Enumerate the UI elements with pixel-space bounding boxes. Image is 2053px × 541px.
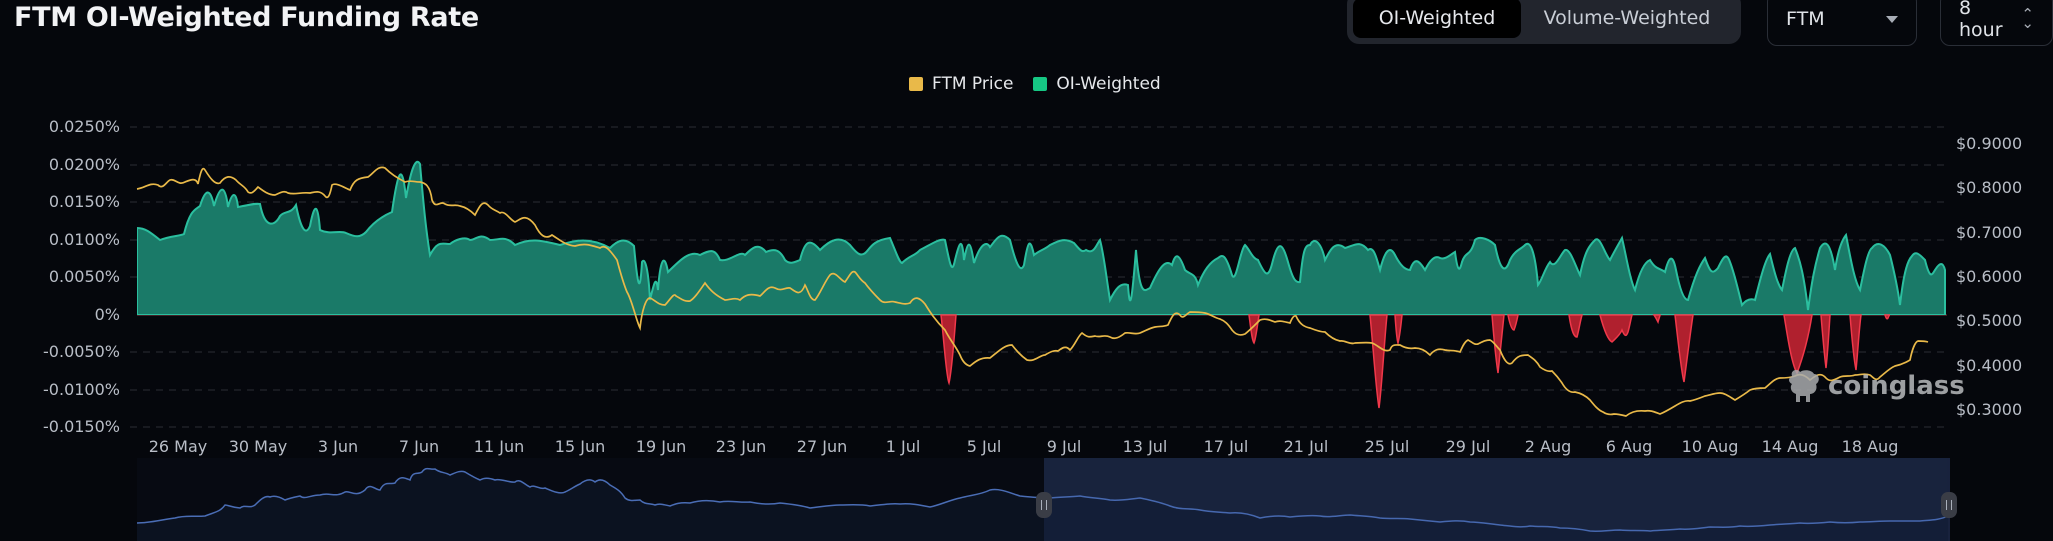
y-left-tick: 0.0200% (48, 155, 120, 174)
chevron-down-icon (1886, 15, 1898, 23)
x-tick: 2 Aug (1524, 437, 1572, 456)
x-tick: 26 May (148, 437, 208, 456)
x-tick: 5 Jul (966, 437, 1002, 456)
x-tick: 19 Jun (635, 437, 687, 456)
x-tick: 17 Jul (1203, 437, 1249, 456)
y-left-tick: 0.0050% (48, 267, 120, 286)
legend-label: OI-Weighted (1056, 74, 1161, 94)
page-title: FTM OI-Weighted Funding Rate (14, 2, 479, 33)
x-tick: 13 Jul (1122, 437, 1168, 456)
interval-select-value: 8 hour (1959, 0, 2003, 41)
coin-select-value: FTM (1786, 8, 1825, 30)
x-tick: 9 Jul (1046, 437, 1082, 456)
x-tick: 7 Jun (398, 437, 440, 456)
legend-label: FTM Price (932, 74, 1014, 94)
oi-weighted-area (137, 160, 1946, 315)
x-tick: 15 Jun (554, 437, 606, 456)
x-tick: 18 Aug (1841, 437, 1899, 456)
negative-funding-dips (940, 314, 1891, 409)
navigator-selected-overlay (1044, 458, 1950, 541)
volume-weighted-tab[interactable]: Volume-Weighted (1543, 7, 1711, 29)
navigator-left-handle[interactable] (1036, 492, 1052, 518)
y-left-tick: 0% (94, 305, 120, 324)
x-tick: 23 Jun (715, 437, 767, 456)
coinglass-logo-icon (1789, 369, 1819, 402)
y-left-tick: -0.0050% (43, 342, 120, 361)
coinglass-watermark: coinglass (1786, 366, 1965, 406)
y-left-tick: -0.0100% (43, 380, 120, 399)
oi-weighted-tab[interactable]: OI-Weighted (1353, 0, 1521, 38)
y-right-tick: $0.7000 (1956, 223, 2023, 242)
x-tick: 11 Jun (473, 437, 525, 456)
y-right-tick: $0.3000 (1956, 400, 2023, 419)
chart-legend: FTM Price OI-Weighted (909, 74, 1181, 94)
x-tick: 1 Jul (885, 437, 921, 456)
navigator-right-handle[interactable] (1941, 492, 1957, 518)
ftm-price-line (136, 166, 1929, 417)
weighting-toggle: OI-Weighted Volume-Weighted (1347, 0, 1741, 44)
y-right-tick: $0.4000 (1956, 356, 2023, 375)
drag-handle-icon (1041, 500, 1047, 510)
x-tick: 27 Jun (796, 437, 848, 456)
watermark-text: coinglass (1828, 371, 1965, 401)
x-tick: 21 Jul (1283, 437, 1329, 456)
y-right-tick: $0.6000 (1956, 267, 2023, 286)
legend-item-oi-weighted[interactable]: OI-Weighted (1033, 74, 1161, 94)
legend-swatch-oi-icon (1033, 77, 1048, 91)
x-tick: 29 Jul (1445, 437, 1491, 456)
x-tick: 25 Jul (1364, 437, 1410, 456)
x-tick: 30 May (228, 437, 288, 456)
interval-select[interactable]: 8 hour ⌃ ⌄ (1940, 0, 2053, 46)
y-left-tick: 0.0150% (48, 192, 120, 211)
drag-handle-icon (1946, 500, 1952, 510)
coin-select[interactable]: FTM (1767, 0, 1917, 46)
y-left-tick: -0.0150% (43, 417, 120, 436)
y-right-tick: $0.8000 (1956, 178, 2023, 197)
legend-item-ftm-price[interactable]: FTM Price (909, 74, 1013, 94)
x-tick: 10 Aug (1681, 437, 1739, 456)
legend-swatch-price-icon (909, 77, 923, 91)
sort-updown-icon: ⌃ ⌄ (2021, 5, 2034, 32)
x-tick: 6 Aug (1605, 437, 1653, 456)
y-left-tick: 0.0250% (48, 117, 120, 136)
y-right-tick: $0.9000 (1956, 134, 2023, 153)
x-tick: 3 Jun (317, 437, 359, 456)
y-left-tick: 0.0100% (48, 230, 120, 249)
y-right-tick: $0.5000 (1956, 311, 2023, 330)
x-tick: 14 Aug (1761, 437, 1819, 456)
